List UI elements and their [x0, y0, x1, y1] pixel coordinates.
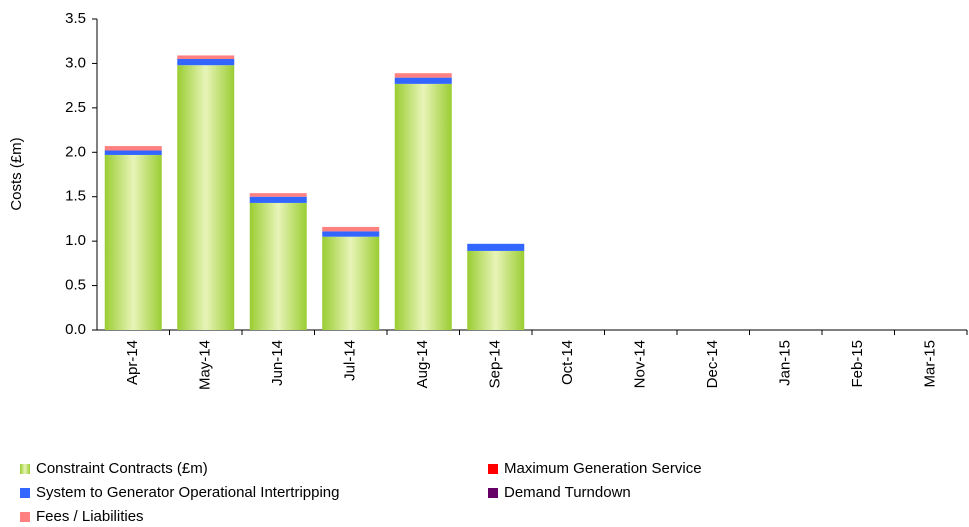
bar-segment	[104, 150, 162, 155]
bar-segment	[249, 202, 307, 330]
y-tick-label: 1.5	[65, 188, 86, 205]
x-tick-label: Apr-14	[124, 340, 141, 385]
legend-label: Fees / Liabilities	[36, 508, 144, 525]
bar-segment	[249, 193, 307, 197]
bar-segment	[394, 83, 452, 330]
x-tick-label: Jun-14	[269, 340, 286, 386]
x-tick-label: Jan-15	[777, 340, 794, 386]
bar-segment	[104, 154, 162, 330]
x-tick-label: Nov-14	[632, 340, 649, 388]
bar-segment	[322, 231, 380, 237]
legend-label: Demand Turndown	[504, 484, 631, 501]
legend-swatch	[20, 512, 30, 522]
legend-swatch	[488, 488, 498, 498]
y-tick-label: 2.5	[65, 99, 86, 116]
legend-swatch	[20, 488, 30, 498]
legend-swatch	[488, 464, 498, 474]
x-tick-label: Jul-14	[342, 340, 359, 381]
bar-segment	[322, 226, 380, 232]
bar-segment	[177, 58, 235, 66]
x-tick-label: Sep-14	[487, 340, 504, 388]
bar-segment	[467, 250, 525, 330]
bar-segment	[322, 236, 380, 330]
y-tick-label: 0.5	[65, 277, 86, 294]
legend-label: System to Generator Operational Intertri…	[36, 484, 340, 501]
y-axis-label: Costs (£m)	[8, 137, 25, 210]
y-tick-label: 3.5	[65, 10, 86, 27]
x-tick-label: May-14	[197, 340, 214, 390]
legend-label: Constraint Contracts (£m)	[36, 460, 208, 477]
bar-segment	[177, 65, 235, 330]
y-tick-label: 2.0	[65, 143, 86, 160]
bar-segment	[249, 196, 307, 203]
legend-swatch	[20, 464, 30, 474]
x-tick-label: Feb-15	[849, 340, 866, 388]
y-tick-label: 0.0	[65, 321, 86, 338]
y-tick-label: 3.0	[65, 54, 86, 71]
x-tick-label: Mar-15	[922, 340, 939, 388]
x-tick-label: Dec-14	[704, 340, 721, 388]
bar-segment	[394, 73, 452, 78]
x-tick-label: Aug-14	[414, 340, 431, 388]
bar-segment	[104, 146, 162, 151]
y-tick-label: 1.0	[65, 232, 86, 249]
x-tick-label: Oct-14	[559, 340, 576, 385]
bar-segment	[177, 55, 235, 59]
legend-label: Maximum Generation Service	[504, 460, 702, 477]
bar-segment	[394, 77, 452, 84]
bar-segment	[467, 243, 525, 251]
